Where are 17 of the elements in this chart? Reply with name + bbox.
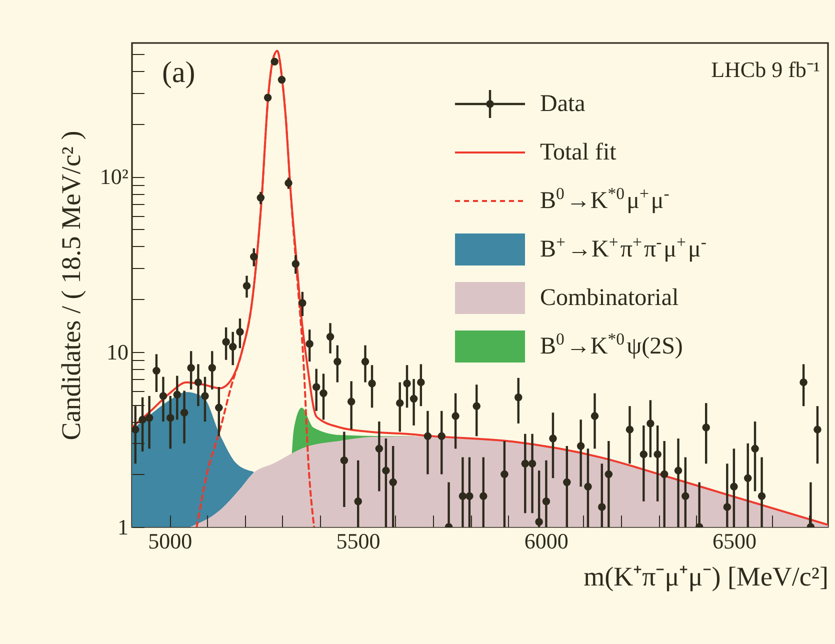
legend-label: Total fit (540, 140, 617, 166)
x-tick-label: 6000 (524, 528, 568, 554)
y-tick-label: 1 (118, 514, 128, 540)
legend-label: B$^{0}$→K$^{*0}$ψ(2S) (540, 329, 683, 360)
legend-label: B$^{0}$→K$^{*0}$μ$^{+}$μ$^{-}$ (540, 184, 670, 214)
legend-label: Combinatorial (540, 285, 679, 311)
x-tick-label: 5000 (148, 528, 192, 554)
y-tick-label: 10 (106, 339, 128, 364)
x-axis-title: m(K⁺π⁻μ⁺μ⁻) [MeV/c²] (584, 562, 828, 592)
annotation: LHCb 9 fb⁻¹ (711, 57, 820, 82)
x-tick-label: 5500 (336, 528, 380, 554)
x-tick-label: 6500 (712, 528, 756, 554)
legend-label: Data (540, 91, 586, 117)
text: B$^{+}$→K$^{+}$π$^{+}$π$^{-}$μ$^{+}$μ$^{-}$ (540, 232, 706, 262)
y-axis-title: Candidates / ( 18.5 MeV/c² ) (56, 130, 86, 440)
annotation: (a) (162, 56, 196, 89)
y-tick-label: 10² (100, 164, 129, 190)
